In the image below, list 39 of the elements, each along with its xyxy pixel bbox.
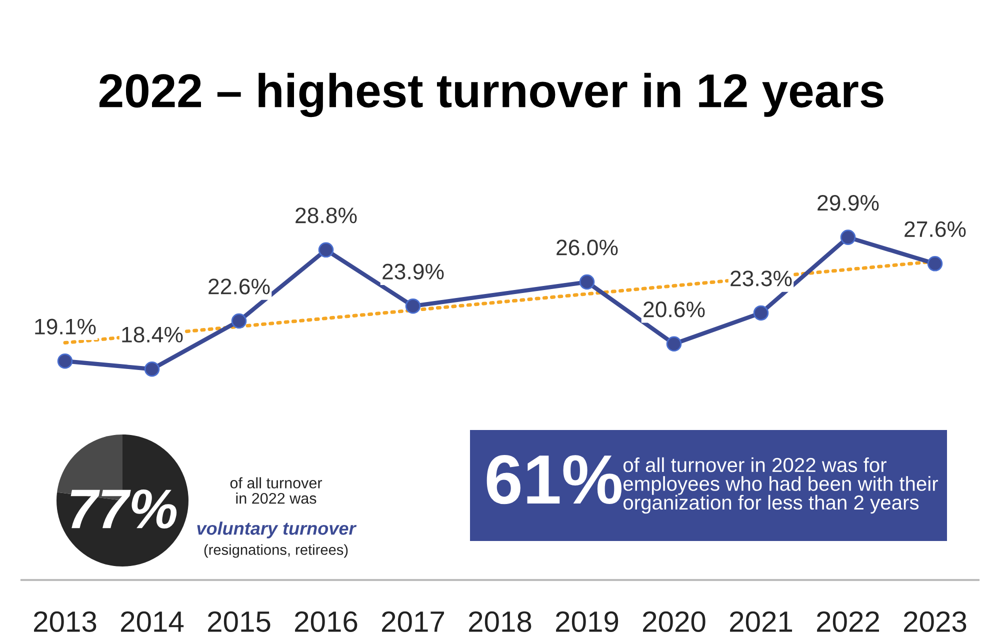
data-label: 27.6% bbox=[904, 221, 966, 238]
x-tick-label: 2016 bbox=[295, 611, 358, 632]
point bbox=[753, 305, 769, 321]
data-label: 28.8% bbox=[296, 208, 357, 224]
x-tick-label: 2019 bbox=[556, 611, 618, 632]
x-tick-label: 2023 bbox=[904, 611, 966, 632]
point bbox=[405, 298, 421, 314]
data-label: 20.6% bbox=[644, 302, 705, 318]
pie-slice bbox=[56, 434, 188, 566]
text: of all turnover in 2022 was bbox=[230, 477, 322, 504]
data-label: 18.4% bbox=[122, 326, 183, 342]
point bbox=[144, 361, 160, 377]
chart-title: 2022 – highest turnover in 12 years bbox=[99, 72, 884, 118]
data-label: 19.1% bbox=[35, 318, 96, 334]
data-label: 77% bbox=[70, 490, 177, 528]
x-tick-label: 2018 bbox=[469, 611, 532, 632]
point bbox=[579, 274, 595, 290]
x-tick-label: 2014 bbox=[121, 611, 184, 632]
data-label: 29.9% bbox=[818, 194, 879, 211]
point bbox=[318, 242, 334, 258]
x-tick-label: 2021 bbox=[730, 611, 792, 632]
x-tick-label: 2013 bbox=[34, 611, 96, 632]
point bbox=[231, 313, 247, 329]
text: voluntary turnover bbox=[197, 522, 357, 538]
x-tick-label: 2020 bbox=[643, 611, 706, 632]
x-tick-label: 2022 bbox=[817, 611, 879, 632]
x-tick-label: 2015 bbox=[208, 611, 270, 632]
point bbox=[57, 353, 73, 369]
text: (resignations, retirees) bbox=[204, 544, 348, 558]
x-tick-label: 2017 bbox=[382, 611, 444, 632]
data-label: 26.0% bbox=[556, 240, 618, 256]
text: 61% bbox=[486, 454, 622, 504]
text: of all turnover in 2022 was for employees who had been with their organization for less than 2 years bbox=[623, 457, 938, 514]
data-label: 23.3% bbox=[730, 270, 792, 286]
data-label: 22.6% bbox=[208, 278, 270, 294]
point bbox=[840, 230, 856, 245]
point bbox=[927, 256, 943, 272]
data-label: 23.9% bbox=[382, 264, 444, 280]
point bbox=[666, 336, 682, 352]
